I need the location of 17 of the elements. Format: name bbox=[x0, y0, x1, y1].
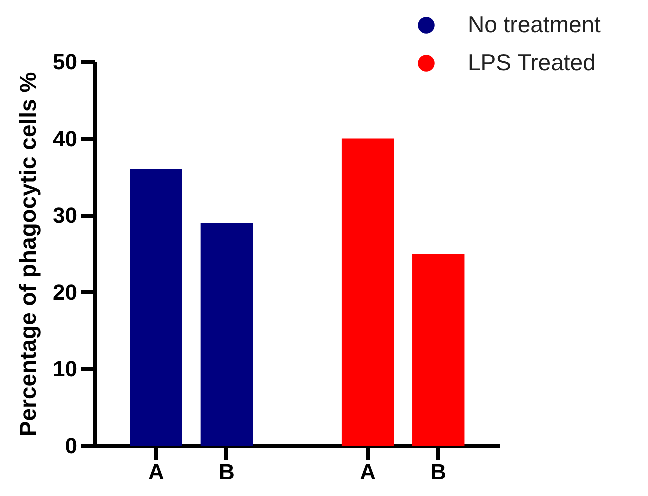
y-axis-title: Percentage of phagocytic cells % bbox=[15, 72, 42, 437]
legend-label: LPS Treated bbox=[468, 50, 596, 76]
bar bbox=[412, 254, 465, 446]
y-tick-label: 40 bbox=[53, 126, 78, 152]
bar bbox=[200, 223, 254, 446]
bar bbox=[130, 170, 182, 446]
bar bbox=[342, 138, 394, 446]
y-tick-label: 50 bbox=[53, 50, 78, 74]
x-tick-label: A bbox=[360, 460, 376, 484]
y-tick-label: 10 bbox=[53, 356, 78, 382]
legend-label: No treatment bbox=[468, 12, 602, 38]
x-tick-label: A bbox=[148, 460, 164, 484]
y-tick-label: 0 bbox=[65, 434, 78, 458]
x-tick-label: B bbox=[218, 460, 235, 484]
x-tick-label: B bbox=[430, 460, 447, 484]
y-tick-label: 20 bbox=[53, 280, 78, 305]
y-tick-label: 30 bbox=[53, 203, 78, 228]
